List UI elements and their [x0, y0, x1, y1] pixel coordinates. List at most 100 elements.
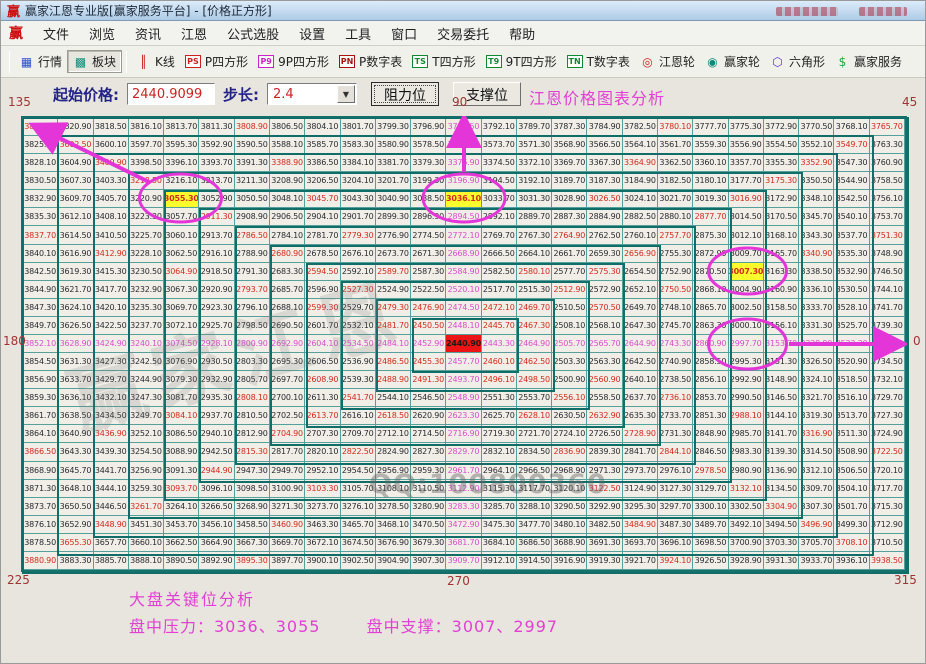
candlestick-icon: ║: [139, 54, 148, 69]
gann-cell: 3391.30: [234, 154, 270, 173]
toolbar-item-板块[interactable]: ▩ 板块: [67, 50, 123, 73]
gann-cell: 2896.90: [411, 208, 447, 227]
gann-cell: 3367.30: [587, 154, 623, 173]
gann-cell: 3897.70: [269, 551, 306, 570]
menu-item-4[interactable]: 公式选股: [227, 27, 280, 43]
toolbar-item-9T四方形[interactable]: T9 9T四方形: [481, 51, 562, 72]
gann-cell: 2887.30: [552, 208, 588, 227]
gann-cell: 2882.50: [622, 208, 659, 227]
menu-item-1[interactable]: 浏览: [89, 27, 116, 43]
gann-cell: 2899.30: [375, 208, 412, 227]
gann-cell: 2496.10: [481, 371, 517, 390]
start-price-input[interactable]: [127, 83, 215, 105]
toolbar-item-江恩轮[interactable]: ◎ 江恩轮: [635, 51, 700, 72]
gann-cell: 3321.70: [799, 389, 835, 408]
analysis-title: 大盘关键位分析: [129, 590, 256, 609]
gann-cell: 2450.50: [411, 316, 447, 335]
gann-cell: 3619.30: [58, 262, 94, 281]
gann-cell: 3648.10: [58, 479, 94, 498]
gann-cell: 3290.50: [552, 497, 588, 516]
gann-cell: 3400.90: [93, 154, 129, 173]
gann-cell: 3196.90: [446, 172, 482, 191]
gann-cell: 3496.90: [799, 515, 835, 534]
gann-cell: 3864.10: [23, 425, 59, 444]
menubar: 赢 文件 浏览 资讯 江恩 公式选股 设置 工具 窗口 交易委托 帮助: [1, 21, 925, 46]
gann-cell: 2748.10: [658, 298, 694, 317]
gann-cell: 3182.50: [658, 172, 694, 191]
gann-cell: 3590.50: [234, 136, 270, 155]
gann-cell: 3540.10: [834, 208, 870, 227]
toolbar-item-行情[interactable]: ▦ 行情: [14, 51, 67, 72]
gann-cell: 3336.10: [799, 280, 835, 299]
t-square-icon: TS: [412, 55, 429, 68]
gann-cell: 3009.70: [728, 244, 764, 263]
gann-cell: 2930.50: [199, 353, 235, 372]
gann-cell: 3304.90: [763, 497, 800, 516]
gann-cell: 3751.30: [869, 226, 905, 245]
angle-label-180: 180: [3, 334, 26, 348]
gann-cell: 2601.70: [305, 316, 341, 335]
menu-item-6[interactable]: 工具: [345, 27, 372, 43]
gann-cell: 2596.90: [305, 280, 341, 299]
gann-cell: 3175.30: [763, 172, 800, 191]
gann-cell: 3621.70: [58, 280, 94, 299]
angle-label-45: 45: [902, 95, 918, 109]
gann-cell: 3100.90: [269, 479, 306, 498]
gann-cell: 3201.70: [375, 172, 412, 191]
toolbar-item-T数字表[interactable]: TN T数字表: [562, 51, 635, 72]
gann-cell: 3127.30: [658, 479, 694, 498]
grid-icon: ▦: [20, 54, 33, 69]
gann-cell: 3369.70: [552, 154, 588, 173]
gann-cell: 2870.50: [693, 262, 729, 281]
gann-cell: 3708.10: [834, 533, 870, 552]
menu-item-8[interactable]: 交易委托: [437, 27, 490, 43]
step-dropdown[interactable]: 2.4 ▼: [267, 83, 357, 105]
gann-cell: 3093.70: [164, 479, 200, 498]
toolbar-item-赢家轮[interactable]: ◉ 赢家轮: [700, 51, 765, 72]
toolbar-item-六角形[interactable]: ⬡ 六角形: [765, 51, 830, 72]
gann-cell: 2767.30: [516, 226, 553, 245]
gann-cell: 2774.50: [411, 226, 447, 245]
toolbar-item-label: 赢家服务: [853, 55, 902, 69]
chevron-down-icon[interactable]: ▼: [337, 85, 355, 103]
gann-cell: 3528.10: [834, 298, 870, 317]
menu-item-9[interactable]: 帮助: [509, 27, 536, 43]
gann-cell: 3573.70: [481, 136, 517, 155]
gann-cell: 2611.30: [305, 389, 341, 408]
toolbar-item-label: 行情: [38, 55, 63, 69]
gann-cell: 3266.50: [199, 497, 235, 516]
toolbar-item-P数字表[interactable]: PN P数字表: [334, 51, 407, 72]
menu-item-7[interactable]: 窗口: [391, 27, 418, 43]
gann-cell: 3566.50: [587, 136, 623, 155]
gann-cell: 2568.10: [587, 316, 623, 335]
toolbar-item-赢家服务[interactable]: $ 赢家服务: [830, 51, 907, 72]
menu-item-3[interactable]: 江恩: [181, 27, 208, 43]
resistance-button[interactable]: 阻力位: [371, 82, 439, 106]
gann-cell: 2808.10: [234, 389, 270, 408]
gann-cell: 3511.30: [834, 425, 870, 444]
gann-cell: 3285.70: [481, 497, 517, 516]
gann-cell: 3439.30: [93, 443, 129, 462]
toolbar-item-K线[interactable]: ║ K线: [131, 51, 180, 72]
gann-cell: 3028.90: [552, 190, 588, 209]
gann-cell: 2791.30: [234, 262, 270, 281]
support-button[interactable]: 支撑位: [453, 82, 521, 106]
p-table-icon: PN: [339, 55, 356, 68]
menu-item-5[interactable]: 设置: [299, 27, 326, 43]
menu-item-0[interactable]: 文件: [43, 27, 70, 43]
menu-item-2[interactable]: 资讯: [135, 27, 162, 43]
gann-cell: 2536.90: [340, 353, 376, 372]
gann-cell: 2635.30: [622, 407, 659, 426]
toolbar-item-T四方形[interactable]: TS T四方形: [407, 51, 480, 72]
gann-cell: 3482.50: [587, 515, 623, 534]
toolbar-item-9P四方形[interactable]: P9 9P四方形: [253, 51, 334, 72]
gann-cell: 3520.90: [834, 353, 870, 372]
gann-cell: 2488.90: [375, 371, 412, 390]
gann-cell: 2577.70: [552, 262, 588, 281]
gann-cell: 3823.30: [23, 118, 59, 137]
gann-cell: 3720.10: [869, 461, 905, 480]
toolbar-item-P四方形[interactable]: PS P四方形: [180, 51, 253, 72]
gann-cell: 2517.70: [481, 280, 517, 299]
gann-cell: 2932.90: [199, 371, 235, 390]
gann-cell: 3840.10: [23, 244, 59, 263]
